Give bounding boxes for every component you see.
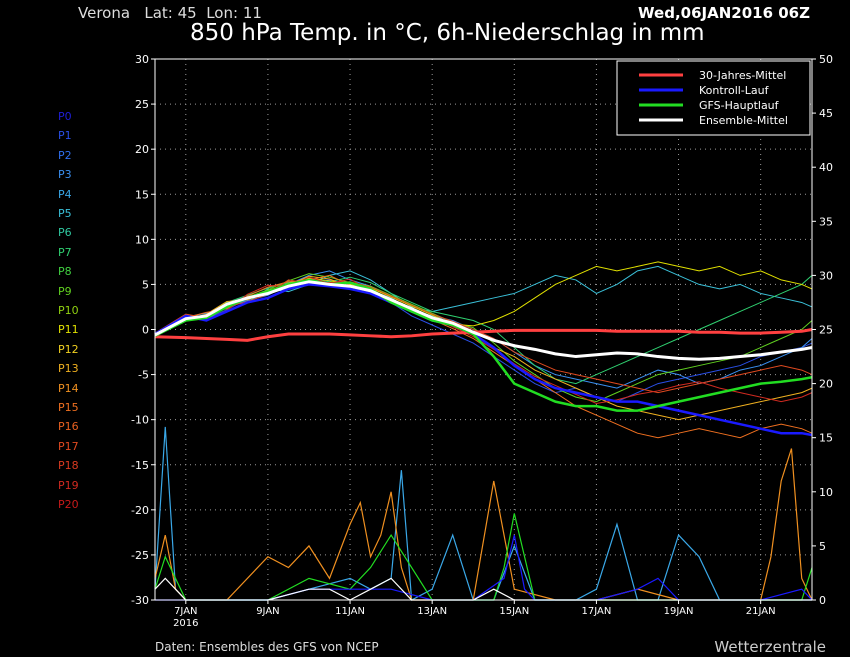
plot-frame	[154, 58, 813, 601]
precip-line	[155, 534, 813, 601]
chart-title: 850 hPa Temp. in °C, 6h-Niederschlag in …	[190, 20, 705, 46]
member-label-p15: P15	[58, 401, 79, 414]
member-label-p2: P2	[58, 148, 72, 162]
series-line	[154, 270, 813, 389]
y2-tick-label: 10	[819, 486, 833, 499]
member-label-p20: P20	[58, 498, 79, 511]
y-tick-label: 15	[135, 188, 149, 201]
x-tick-label: 19JAN	[664, 606, 694, 617]
member-label-p9: P9	[58, 284, 72, 298]
y2-tick-label: 35	[819, 215, 833, 228]
legend-label: 30-Jahres-Mittel	[699, 69, 786, 82]
legend-label: Ensemble-Mittel	[699, 114, 788, 127]
member-label-p8: P8	[58, 265, 72, 279]
legend-box	[616, 60, 811, 136]
precip-line	[154, 577, 812, 601]
series-line	[154, 273, 813, 403]
member-label-p11: P11	[58, 323, 79, 337]
member-label-p18: P18	[58, 459, 79, 473]
y2-tick-label: 45	[819, 107, 833, 120]
data-source-note: Daten: Ensembles des GFS von NCEP	[155, 640, 379, 654]
precip-line	[154, 448, 813, 601]
y2-tick-label: 5	[819, 540, 826, 553]
y-tick-label: 10	[135, 233, 149, 246]
x-tick-label: 21JAN	[746, 606, 776, 617]
y-tick-label: -10	[131, 414, 149, 427]
y-tick-label: -5	[138, 369, 149, 382]
y2-tick-label: 50	[819, 53, 833, 66]
member-label-p19: P19	[58, 478, 79, 492]
x-tick-label: 15JAN	[499, 606, 529, 617]
precip-line	[154, 426, 812, 601]
x-tick-label: 17JAN	[582, 606, 612, 617]
brand-label: Wetterzentrale	[714, 638, 826, 656]
member-label-p14: P14	[58, 381, 79, 395]
member-label-p17: P17	[58, 439, 79, 453]
model-run-timestamp: Wed,06JAN2016 06Z	[638, 4, 810, 22]
y-tick-label: 0	[142, 324, 149, 337]
member-label-p0: P0	[58, 110, 72, 123]
y2-tick-label: 0	[819, 594, 826, 607]
y-tick-label: -25	[131, 549, 149, 562]
member-label-p4: P4	[58, 187, 72, 201]
x-tick-label: 9JAN	[256, 606, 279, 617]
y2-tick-label: 20	[819, 378, 833, 391]
x-tick-label: 11JAN	[335, 606, 365, 617]
legend-label: Kontroll-Lauf	[699, 84, 770, 97]
legend-label: GFS-Hauptlauf	[699, 99, 780, 112]
y2-tick-label: 25	[819, 324, 833, 337]
y2-tick-label: 40	[819, 161, 833, 174]
member-label-p3: P3	[58, 168, 72, 182]
y2-tick-label: 15	[819, 432, 833, 445]
series-line	[154, 328, 813, 342]
y-tick-label: -30	[131, 594, 149, 607]
member-label-p12: P12	[58, 342, 79, 356]
x-tick-label: 7JAN	[174, 606, 197, 617]
station-header: Verona Lat: 45 Lon: 11	[78, 4, 262, 22]
y-tick-label: 30	[135, 53, 149, 66]
member-label-p16: P16	[58, 420, 79, 434]
series-line	[154, 276, 813, 404]
y-tick-label: 25	[135, 98, 149, 111]
y-tick-label: 20	[135, 143, 149, 156]
y-tick-label: -15	[131, 459, 149, 472]
member-label-p10: P10	[58, 304, 79, 317]
x-year-label: 2016	[173, 618, 198, 629]
y2-tick-label: 30	[819, 269, 833, 282]
series-line	[154, 280, 813, 361]
y-tick-label: 5	[142, 278, 149, 291]
series-line	[154, 283, 813, 437]
x-tick-label: 13JAN	[417, 606, 447, 617]
member-label-p7: P7	[58, 245, 72, 259]
member-label-p5: P5	[58, 207, 72, 220]
member-label-p6: P6	[58, 226, 72, 240]
member-label-p1: P1	[58, 129, 72, 143]
y-tick-label: -20	[131, 504, 149, 517]
member-label-p13: P13	[58, 362, 79, 376]
series-line	[154, 278, 813, 412]
series-line	[154, 274, 813, 439]
